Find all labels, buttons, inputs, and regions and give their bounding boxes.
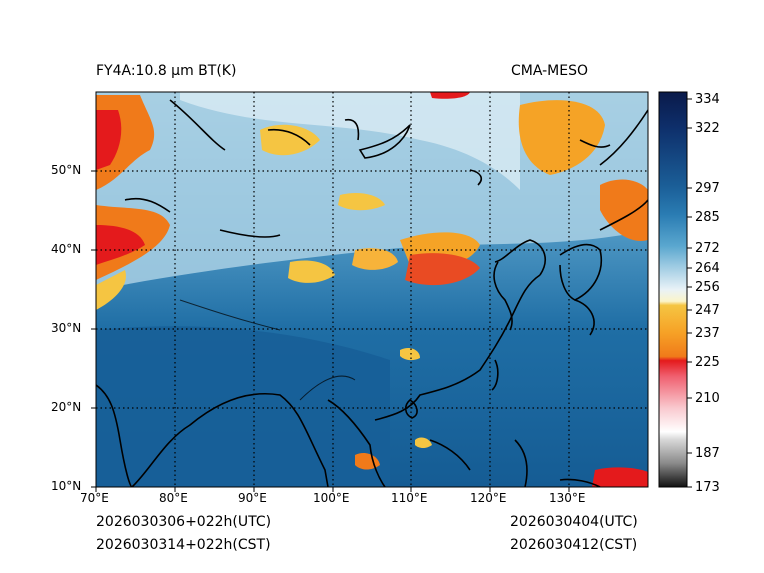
lon-tick-110: 110°E xyxy=(391,491,428,505)
lat-tick-20: 20°N xyxy=(51,400,82,414)
gridlines xyxy=(96,92,648,487)
cb-tick-334: 334 xyxy=(695,92,720,107)
cb-tick-237: 237 xyxy=(695,326,720,341)
cb-tick-272: 272 xyxy=(695,241,720,256)
cb-tick-210: 210 xyxy=(695,391,720,406)
coastlines xyxy=(96,99,648,487)
valid-time-cst: 2026030412(CST) xyxy=(510,537,638,553)
model-name: CMA-MESO xyxy=(511,63,589,79)
satellite-image xyxy=(96,92,648,487)
lon-tick-90: 90°E xyxy=(238,491,267,505)
colorbar xyxy=(658,91,688,488)
lat-tick-50: 50°N xyxy=(51,163,82,177)
lon-tick-100: 100°E xyxy=(313,491,350,505)
init-time-cst: 2026030314+022h(CST) xyxy=(96,537,271,553)
lat-tick-30: 30°N xyxy=(51,321,82,335)
cb-tick-247: 247 xyxy=(695,303,720,318)
cb-tick-297: 297 xyxy=(695,181,720,196)
map-frame xyxy=(95,91,649,488)
valid-time-utc: 2026030404(UTC) xyxy=(510,514,638,530)
cb-tick-187: 187 xyxy=(695,446,720,461)
lat-tick-10: 10°N xyxy=(51,479,82,493)
cb-tick-264: 264 xyxy=(695,261,720,276)
cb-tick-173: 173 xyxy=(695,480,720,495)
init-time-utc: 2026030306+022h(UTC) xyxy=(96,514,272,530)
lon-tick-130: 130°E xyxy=(549,491,586,505)
cb-tick-256: 256 xyxy=(695,280,720,295)
cb-tick-322: 322 xyxy=(695,121,720,136)
cb-tick-225: 225 xyxy=(695,355,720,370)
map-title: FY4A:10.8 µm BT(K) xyxy=(96,63,237,79)
lon-tick-70: 70°E xyxy=(80,491,109,505)
lon-tick-80: 80°E xyxy=(159,491,188,505)
lat-tick-40: 40°N xyxy=(51,242,82,256)
lon-tick-120: 120°E xyxy=(470,491,507,505)
cb-tick-285: 285 xyxy=(695,210,720,225)
